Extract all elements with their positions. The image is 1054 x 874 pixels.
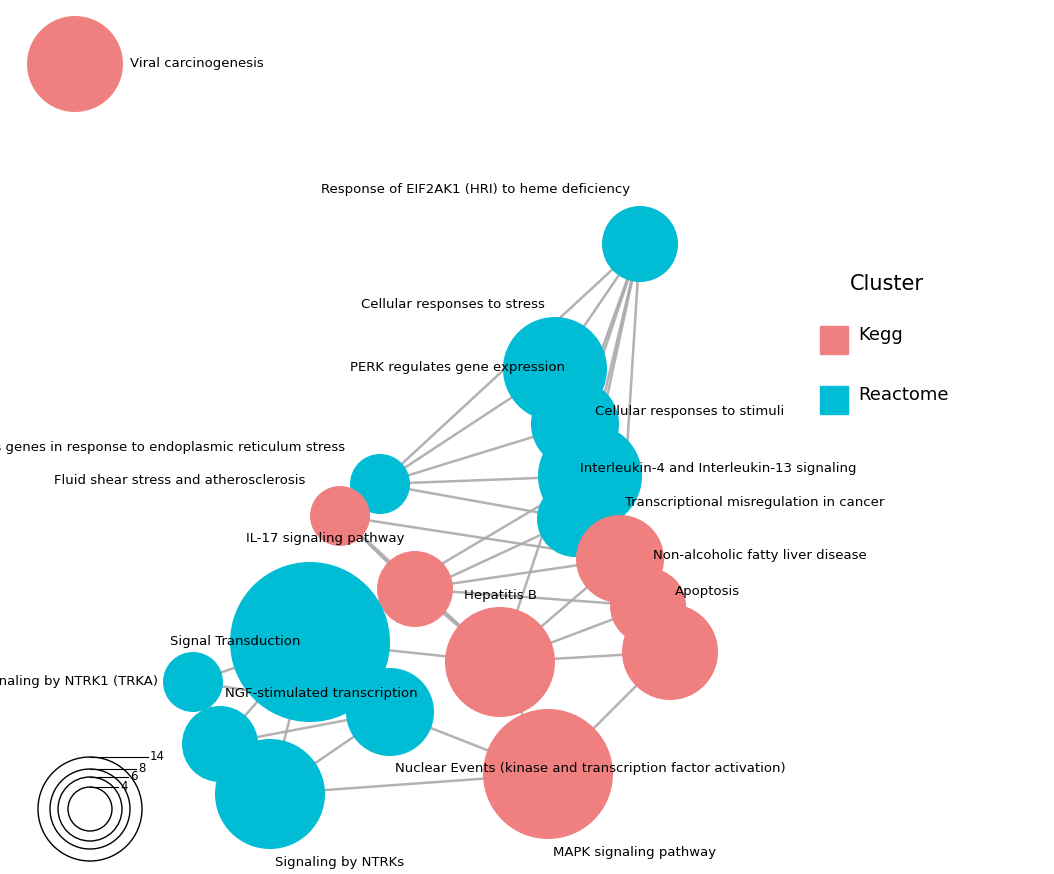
Text: Nuclear Events (kinase and transcription factor activation): Nuclear Events (kinase and transcription… xyxy=(395,762,785,775)
FancyBboxPatch shape xyxy=(820,386,848,414)
Text: Cluster: Cluster xyxy=(850,274,924,294)
Text: PERK regulates gene expression: PERK regulates gene expression xyxy=(350,361,565,374)
Text: Cellular responses to stress: Cellular responses to stress xyxy=(362,298,545,311)
Circle shape xyxy=(377,551,453,627)
Circle shape xyxy=(182,706,258,782)
Text: MAPK signaling pathway: MAPK signaling pathway xyxy=(553,846,716,859)
Circle shape xyxy=(503,317,607,421)
Text: Apoptosis: Apoptosis xyxy=(675,585,740,598)
Circle shape xyxy=(445,607,555,717)
Circle shape xyxy=(531,380,619,468)
Text: Signaling by NTRK1 (TRKA): Signaling by NTRK1 (TRKA) xyxy=(0,676,158,689)
Circle shape xyxy=(346,668,434,756)
Circle shape xyxy=(602,206,678,282)
Text: Reactome: Reactome xyxy=(858,386,949,404)
FancyBboxPatch shape xyxy=(820,326,848,354)
Text: NGF-stimulated transcription: NGF-stimulated transcription xyxy=(225,687,417,700)
Text: Interleukin-4 and Interleukin-13 signaling: Interleukin-4 and Interleukin-13 signali… xyxy=(580,462,857,475)
Text: Response of EIF2AK1 (HRI) to heme deficiency: Response of EIF2AK1 (HRI) to heme defici… xyxy=(320,183,630,196)
Circle shape xyxy=(536,481,613,557)
Text: Viral carcinogenesis: Viral carcinogenesis xyxy=(130,58,264,71)
Text: ATF4 activates genes in response to endoplasmic reticulum stress: ATF4 activates genes in response to endo… xyxy=(0,441,345,454)
Circle shape xyxy=(575,515,664,603)
Text: Cellular responses to stimuli: Cellular responses to stimuli xyxy=(596,405,784,418)
Text: Signal Transduction: Signal Transduction xyxy=(170,635,300,649)
Circle shape xyxy=(310,486,370,546)
Circle shape xyxy=(350,454,410,514)
Text: Hepatitis B: Hepatitis B xyxy=(464,589,536,602)
Text: Fluid shear stress and atherosclerosis: Fluid shear stress and atherosclerosis xyxy=(54,474,305,487)
Text: 14: 14 xyxy=(150,751,165,764)
Circle shape xyxy=(215,739,325,849)
Text: IL-17 signaling pathway: IL-17 signaling pathway xyxy=(247,532,405,545)
Text: Kegg: Kegg xyxy=(858,326,902,344)
Circle shape xyxy=(610,568,686,644)
Circle shape xyxy=(483,709,613,839)
Text: 8: 8 xyxy=(138,762,145,775)
Circle shape xyxy=(27,16,123,112)
Text: Transcriptional misregulation in cancer: Transcriptional misregulation in cancer xyxy=(625,496,884,509)
Circle shape xyxy=(622,604,718,700)
Text: 4: 4 xyxy=(120,780,128,794)
Text: Signaling by NTRKs: Signaling by NTRKs xyxy=(275,856,404,869)
Text: Non-alcoholic fatty liver disease: Non-alcoholic fatty liver disease xyxy=(653,549,866,562)
Circle shape xyxy=(163,652,223,712)
Circle shape xyxy=(230,562,390,722)
Text: 6: 6 xyxy=(130,771,137,783)
Circle shape xyxy=(538,424,642,528)
